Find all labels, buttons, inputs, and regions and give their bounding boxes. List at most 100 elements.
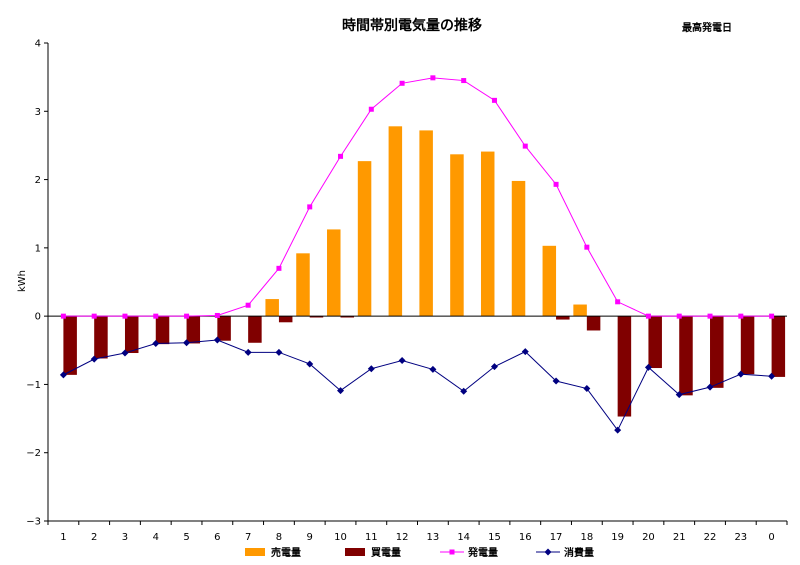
line-発電量 <box>63 77 772 317</box>
y-axis-label: kWh <box>17 270 28 292</box>
axes-layer <box>47 43 787 522</box>
point-消費量-19 <box>614 426 622 434</box>
x-tick-label: 7 <box>245 532 251 543</box>
bar-買電量-19 <box>617 316 632 417</box>
x-tick-label: 14 <box>457 532 470 543</box>
point-発電量-11 <box>368 106 374 112</box>
bar-買電量-9 <box>309 316 324 318</box>
point-消費量-1 <box>59 371 67 379</box>
y-tick-label: 4 <box>35 39 41 50</box>
point-発電量-18 <box>584 244 590 250</box>
point-消費量-4 <box>152 339 160 347</box>
chart-title: 時間帯別電気量の推移 <box>342 17 482 34</box>
bar-売電量-10 <box>327 229 341 317</box>
point-発電量-2 <box>91 313 97 319</box>
bars-layer <box>63 126 786 417</box>
x-tick-label: 0 <box>768 532 774 543</box>
x-tick-label: 20 <box>642 532 655 543</box>
x-tick-label: 21 <box>673 532 686 543</box>
bar-買電量-2 <box>94 316 108 359</box>
point-発電量-3 <box>122 313 128 319</box>
bar-売電量-17 <box>542 245 557 317</box>
bar-買電量-18 <box>586 316 601 331</box>
bar-売電量-14 <box>450 154 464 317</box>
point-消費量-15 <box>490 363 498 371</box>
bar-買電量-6 <box>217 316 231 341</box>
lines-layer <box>59 75 776 434</box>
x-tick-label: 18 <box>580 532 593 543</box>
legend-marker-発電量 <box>449 549 455 555</box>
legend-label-消費量: 消費量 <box>564 546 594 559</box>
point-消費量-18 <box>583 385 591 393</box>
legend-marker-消費量 <box>544 548 552 556</box>
bar-買電量-7 <box>248 316 262 343</box>
bar-売電量-9 <box>296 253 310 317</box>
legend-label-買電量: 買電量 <box>371 546 401 559</box>
point-発電量-21 <box>676 313 682 319</box>
y-tick-label: −3 <box>26 517 41 528</box>
point-発電量-19 <box>615 299 621 305</box>
x-tick-label: 8 <box>276 532 282 543</box>
point-消費量-12 <box>398 357 406 365</box>
y-tick-label: 3 <box>35 107 41 118</box>
point-消費量-10 <box>337 387 345 395</box>
point-発電量-23 <box>738 313 744 319</box>
point-発電量-15 <box>491 97 497 103</box>
point-発電量-22 <box>707 313 713 319</box>
point-発電量-12 <box>399 80 405 86</box>
point-発電量-6 <box>214 312 220 318</box>
point-発電量-1 <box>60 313 66 319</box>
x-tick-label: 2 <box>91 532 97 543</box>
y-tick-label: −1 <box>26 380 41 391</box>
x-tick-label: 3 <box>122 532 128 543</box>
chart-subtitle: 最高発電日 <box>682 21 732 34</box>
x-tick-label: 15 <box>488 532 501 543</box>
x-tick-label: 11 <box>365 532 378 543</box>
bar-買電量-10 <box>340 316 355 318</box>
point-消費量-0 <box>768 372 776 380</box>
x-tick-label: 6 <box>214 532 220 543</box>
x-tick-label: 10 <box>334 532 347 543</box>
point-発電量-17 <box>553 181 559 187</box>
bar-買電量-23 <box>740 316 755 375</box>
point-発電量-4 <box>153 313 159 319</box>
x-tick-label: 4 <box>153 532 159 543</box>
bar-売電量-15 <box>480 151 495 317</box>
bar-買電量-17 <box>556 316 570 320</box>
bar-買電量-22 <box>710 316 724 388</box>
point-消費量-21 <box>675 391 683 399</box>
x-tick-label: 12 <box>396 532 409 543</box>
bar-売電量-12 <box>388 126 403 317</box>
point-発電量-8 <box>276 265 282 271</box>
bar-買電量-21 <box>679 316 693 396</box>
legend: 売電量 買電量 発電量 消費量 <box>245 546 594 559</box>
point-消費量-6 <box>213 336 221 344</box>
bar-買電量-4 <box>155 316 170 345</box>
bar-売電量-8 <box>265 299 279 317</box>
point-発電量-20 <box>645 313 651 319</box>
bar-売電量-11 <box>357 161 372 317</box>
bar-買電量-3 <box>124 316 139 354</box>
point-消費量-20 <box>644 363 652 371</box>
x-tick-label: 13 <box>427 532 440 543</box>
bar-買電量-8 <box>278 316 293 323</box>
legend-swatch-買電量 <box>345 548 365 556</box>
y-tick-label: −2 <box>26 448 41 459</box>
point-発電量-10 <box>338 153 344 159</box>
point-発電量-9 <box>307 204 313 210</box>
line-消費量 <box>63 339 772 432</box>
bar-買電量-20 <box>648 316 662 369</box>
point-発電量-13 <box>430 75 436 81</box>
bar-売電量-13 <box>419 130 433 317</box>
bar-売電量-18 <box>573 304 587 317</box>
point-消費量-23 <box>737 370 745 378</box>
point-消費量-22 <box>706 383 714 391</box>
bar-買電量-5 <box>186 316 201 344</box>
x-tick-label: 1 <box>60 532 66 543</box>
point-消費量-3 <box>121 349 129 357</box>
point-消費量-14 <box>460 387 468 395</box>
point-消費量-13 <box>429 365 437 373</box>
x-tick-label: 17 <box>550 532 563 543</box>
